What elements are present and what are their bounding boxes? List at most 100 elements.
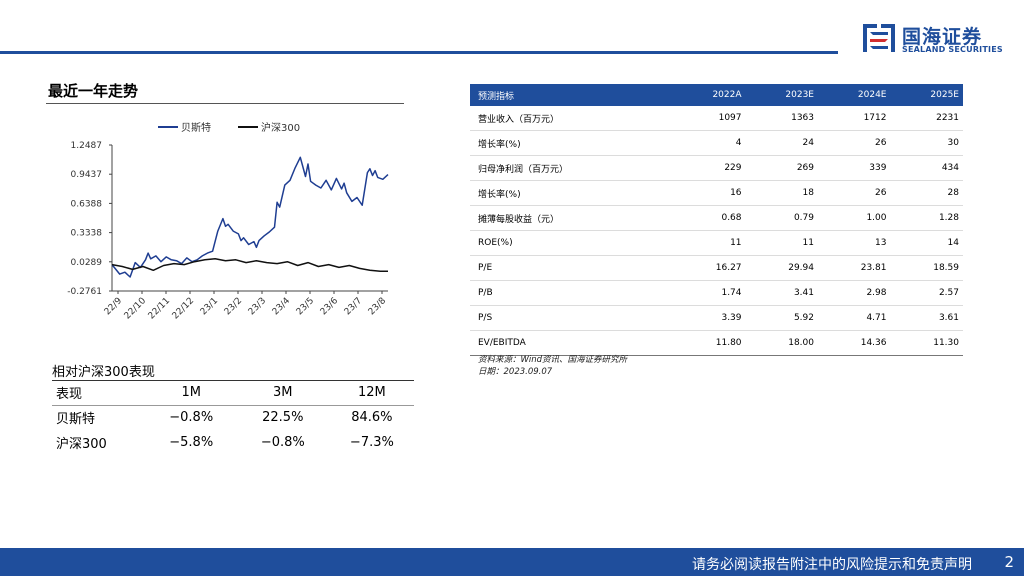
x-tick-label: 23/4 <box>271 296 293 318</box>
source-text: 资料来源：Wind资讯、国海证券研究所 <box>478 355 628 365</box>
forecast-value: 339 <box>818 155 891 181</box>
forecast-value: 18.00 <box>745 330 818 356</box>
forecast-value: 434 <box>890 155 963 181</box>
x-tick-label: 22/11 <box>147 296 172 321</box>
performance-cell: 22.5% <box>262 410 304 425</box>
brand-name-cn: 国海证券 <box>902 26 983 48</box>
y-tick-label: 1.2487 <box>71 141 103 151</box>
x-tick-label: 22/12 <box>171 296 196 321</box>
forecast-value: 13 <box>818 230 891 256</box>
forecast-metric-label: 营业收入（百万元） <box>470 106 673 131</box>
forecast-value: 0.79 <box>745 205 818 231</box>
x-tick-label: 23/1 <box>199 296 220 317</box>
performance-title: 相对沪深300表现 <box>52 365 155 380</box>
forecast-value: 3.39 <box>672 305 746 331</box>
forecast-value: 14 <box>890 230 963 256</box>
forecast-value: 229 <box>672 155 746 181</box>
forecast-value: 4.71 <box>818 305 891 331</box>
y-tick-label: -0.2761 <box>67 287 102 297</box>
forecast-value: 30 <box>890 130 963 156</box>
forecast-value: 2.98 <box>818 280 891 306</box>
x-tick-label: 23/8 <box>367 296 389 318</box>
forecast-value: 3.41 <box>745 280 818 306</box>
date-text: 日期：2023.09.07 <box>478 367 553 377</box>
forecast-table: 预测指标 2022A 2023E 2024E 2025E 营业收入（百万元） 10… <box>470 84 963 356</box>
x-tick-label: 23/5 <box>295 296 316 317</box>
forecast-value: 16 <box>672 180 746 206</box>
footer-bar: 请务必阅读报告附注中的风险提示和免责声明 2 <box>0 548 1024 576</box>
forecast-metric-label: 增长率(%) <box>470 130 673 156</box>
forecast-value: 269 <box>745 155 818 181</box>
forecast-value: 16.27 <box>672 255 746 281</box>
forecast-row: 营业收入（百万元） 1097 1363 1712 2231 <box>470 106 963 131</box>
trend-title: 最近一年走势 <box>48 82 139 100</box>
sealand-logo-icon <box>863 24 895 52</box>
forecast-metric-label: P/B <box>470 280 673 306</box>
forecast-row: 归母净利润（百万元） 229 269 339 434 <box>470 155 963 181</box>
forecast-header-row: 预测指标 2022A 2023E 2024E 2025E <box>470 84 963 106</box>
performance-cell: −5.8% <box>169 435 214 450</box>
forecast-value: 26 <box>818 180 891 206</box>
performance-cell: 贝斯特 <box>56 412 96 427</box>
performance-rule-mid <box>52 405 414 406</box>
forecast-value: 2231 <box>890 106 963 131</box>
forecast-header: 2022A <box>672 84 746 106</box>
performance-header-row: 表现 1M 3M 12M <box>52 380 414 405</box>
forecast-metric-label: 归母净利润（百万元） <box>470 155 673 181</box>
performance-cell: 84.6% <box>351 410 393 425</box>
performance-cell: −0.8% <box>260 435 305 450</box>
x-tick-label: 23/7 <box>343 296 364 317</box>
page-number: 2 <box>1004 553 1014 571</box>
x-tick-label: 23/2 <box>223 296 244 317</box>
performance-header: 12M <box>358 385 386 400</box>
x-tick-label: 22/10 <box>123 296 149 322</box>
forecast-metric-label: 摊薄每股收益（元） <box>470 205 673 231</box>
forecast-header: 2024E <box>818 84 891 106</box>
performance-cell: 沪深300 <box>56 437 107 452</box>
forecast-value: 18 <box>745 180 818 206</box>
disclaimer-text: 请务必阅读报告附注中的风险提示和免责声明 <box>692 557 972 573</box>
forecast-metric-label: P/E <box>470 255 673 281</box>
source-note: 资料来源：Wind资讯、国海证券研究所 日期：2023.09.07 <box>478 354 627 378</box>
series-line-1 <box>111 258 388 273</box>
forecast-row: ROE(%) 11 11 13 14 <box>470 230 963 256</box>
forecast-value: 18.59 <box>890 255 963 281</box>
forecast-row: EV/EBITDA 11.80 18.00 14.36 11.30 <box>470 330 963 356</box>
forecast-header: 预测指标 <box>470 84 673 106</box>
forecast-value: 1097 <box>672 106 746 131</box>
trend-line-chart: 1.24870.94370.63880.33380.0289-0.276122/… <box>67 121 389 322</box>
performance-header: 表现 <box>56 387 83 402</box>
performance-cell: −7.3% <box>349 435 394 450</box>
forecast-value: 24 <box>745 130 818 156</box>
forecast-value: 29.94 <box>745 255 818 281</box>
forecast-metric-label: P/S <box>470 305 673 331</box>
x-tick-label: 23/3 <box>247 296 268 317</box>
forecast-value: 28 <box>890 180 963 206</box>
y-tick-label: 0.9437 <box>71 170 103 180</box>
legend-label: 沪深300 <box>261 121 300 134</box>
performance-table: 表现 1M 3M 12M 贝斯特 −0.8% 22.5% 84.6% 沪深300… <box>52 380 414 455</box>
forecast-row: 增长率(%) 16 18 26 28 <box>470 180 963 206</box>
forecast-row: P/S 3.39 5.92 4.71 3.61 <box>470 305 963 331</box>
trend-title-rule <box>46 103 404 104</box>
brand-name-en: SEALAND SECURITIES <box>902 45 1003 54</box>
forecast-value: 1712 <box>818 106 891 131</box>
forecast-metric-label: 增长率(%) <box>470 180 673 206</box>
forecast-value: 2.57 <box>890 280 963 306</box>
forecast-value: 0.68 <box>672 205 746 231</box>
forecast-row: 摊薄每股收益（元） 0.68 0.79 1.00 1.28 <box>470 205 963 231</box>
legend-label: 贝斯特 <box>181 121 211 134</box>
forecast-value: 23.81 <box>818 255 891 281</box>
performance-header: 3M <box>273 385 293 400</box>
y-tick-label: 0.3338 <box>71 229 103 239</box>
forecast-value: 11.80 <box>672 330 746 356</box>
performance-row: 沪深300 −5.8% −0.8% −7.3% <box>52 430 414 455</box>
performance-rule-top <box>52 380 414 381</box>
forecast-value: 11 <box>672 230 746 256</box>
forecast-value: 1363 <box>745 106 818 131</box>
forecast-header: 2025E <box>890 84 963 106</box>
forecast-header: 2023E <box>745 84 818 106</box>
brand-logo: 国海证券 SEALAND SECURITIES <box>862 20 1012 60</box>
forecast-metric-label: EV/EBITDA <box>470 330 673 356</box>
forecast-value: 5.92 <box>745 305 818 331</box>
